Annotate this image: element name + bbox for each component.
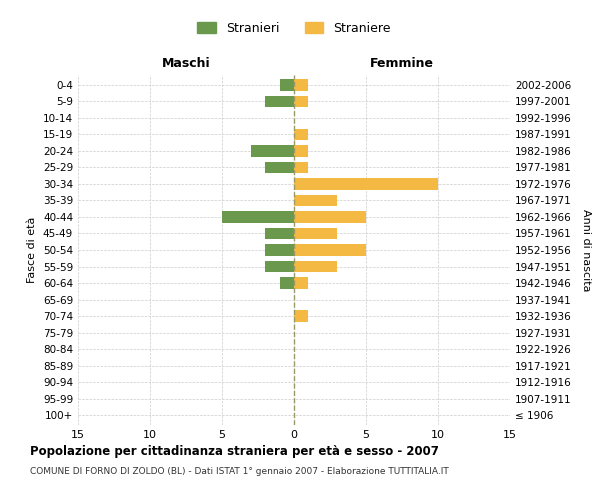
Bar: [294, 260, 337, 272]
Text: Popolazione per cittadinanza straniera per età e sesso - 2007: Popolazione per cittadinanza straniera p…: [30, 445, 439, 458]
Bar: [294, 79, 308, 90]
Bar: [222, 211, 294, 223]
Bar: [251, 145, 294, 156]
Bar: [265, 96, 294, 107]
Bar: [294, 277, 308, 289]
Y-axis label: Fasce di età: Fasce di età: [28, 217, 37, 283]
Bar: [265, 260, 294, 272]
Legend: Stranieri, Straniere: Stranieri, Straniere: [197, 22, 391, 35]
Bar: [294, 162, 308, 173]
Bar: [294, 228, 337, 239]
Text: Femmine: Femmine: [370, 57, 434, 70]
Y-axis label: Anni di nascita: Anni di nascita: [581, 208, 591, 291]
Text: COMUNE DI FORNO DI ZOLDO (BL) - Dati ISTAT 1° gennaio 2007 - Elaborazione TUTTIT: COMUNE DI FORNO DI ZOLDO (BL) - Dati IST…: [30, 468, 449, 476]
Bar: [294, 145, 308, 156]
Bar: [294, 194, 337, 206]
Text: Maschi: Maschi: [161, 57, 211, 70]
Bar: [265, 244, 294, 256]
Bar: [265, 162, 294, 173]
Bar: [265, 228, 294, 239]
Bar: [294, 96, 308, 107]
Bar: [294, 244, 366, 256]
Bar: [280, 277, 294, 289]
Bar: [280, 79, 294, 90]
Bar: [294, 310, 308, 322]
Bar: [294, 128, 308, 140]
Bar: [294, 211, 366, 223]
Bar: [294, 178, 438, 190]
